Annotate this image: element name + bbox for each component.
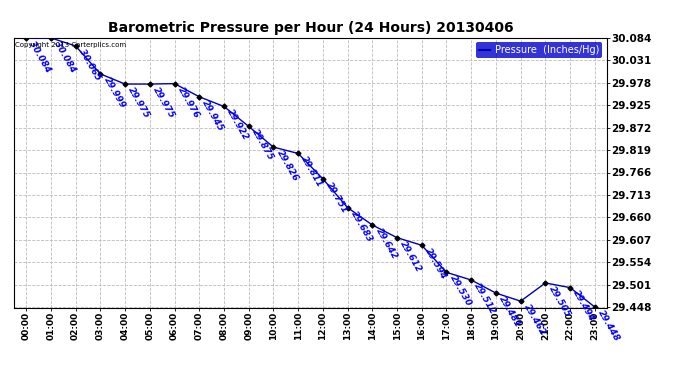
Text: 29.512: 29.512 xyxy=(473,281,497,316)
Text: 29.594: 29.594 xyxy=(423,247,448,281)
Text: 30.084: 30.084 xyxy=(52,39,77,74)
Text: 29.922: 29.922 xyxy=(226,108,250,142)
Text: 29.751: 29.751 xyxy=(324,180,349,215)
Text: 29.976: 29.976 xyxy=(176,85,201,120)
Text: 29.448: 29.448 xyxy=(596,309,621,343)
Legend: Pressure  (Inches/Hg): Pressure (Inches/Hg) xyxy=(475,42,602,58)
Text: 29.975: 29.975 xyxy=(126,86,152,120)
Text: 29.481: 29.481 xyxy=(497,294,522,329)
Text: 29.530: 29.530 xyxy=(448,274,473,308)
Text: 29.945: 29.945 xyxy=(201,98,226,133)
Text: 29.975: 29.975 xyxy=(151,86,176,120)
Text: 29.999: 29.999 xyxy=(101,75,127,110)
Text: 30.065: 30.065 xyxy=(77,47,102,82)
Text: 29.826: 29.826 xyxy=(275,148,300,183)
Text: 29.612: 29.612 xyxy=(398,239,424,273)
Text: 29.462: 29.462 xyxy=(522,303,547,337)
Text: 29.683: 29.683 xyxy=(349,209,374,243)
Text: 29.875: 29.875 xyxy=(250,128,275,162)
Text: Copyright 2013 Carterplics.com: Copyright 2013 Carterplics.com xyxy=(15,42,126,48)
Text: 29.642: 29.642 xyxy=(374,226,399,261)
Text: 30.084: 30.084 xyxy=(28,39,52,74)
Text: 29.505: 29.505 xyxy=(546,284,572,319)
Text: 29.494: 29.494 xyxy=(571,289,597,324)
Text: 29.811: 29.811 xyxy=(299,155,324,189)
Title: Barometric Pressure per Hour (24 Hours) 20130406: Barometric Pressure per Hour (24 Hours) … xyxy=(108,21,513,35)
